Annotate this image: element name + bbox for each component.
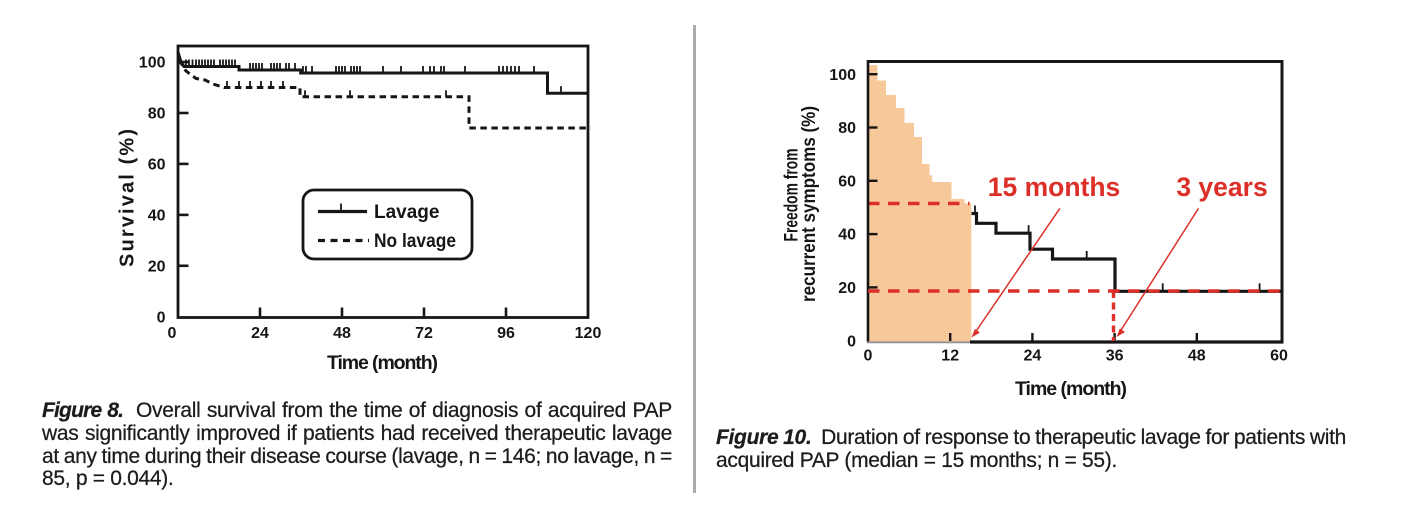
svg-text:120: 120 (575, 325, 602, 342)
svg-text:96: 96 (497, 325, 515, 342)
svg-text:48: 48 (333, 325, 351, 342)
svg-text:Lavage: Lavage (374, 202, 439, 223)
svg-text:15 months: 15 months (988, 172, 1121, 202)
svg-text:0: 0 (864, 348, 873, 365)
svg-text:recurrent symptoms (%): recurrent symptoms (%) (799, 106, 820, 302)
svg-text:40: 40 (838, 227, 856, 244)
svg-text:100: 100 (139, 55, 166, 72)
svg-text:No lavage: No lavage (374, 231, 456, 252)
svg-text:72: 72 (415, 325, 433, 342)
svg-text:60: 60 (838, 173, 856, 190)
svg-text:20: 20 (838, 280, 856, 297)
svg-text:40: 40 (148, 208, 166, 225)
svg-text:0: 0 (157, 309, 166, 326)
svg-text:24: 24 (1024, 348, 1042, 365)
svg-text:Time (month): Time (month) (327, 352, 438, 374)
svg-text:24: 24 (251, 325, 269, 342)
svg-text:0: 0 (168, 325, 177, 342)
svg-text:48: 48 (1188, 348, 1206, 365)
svg-text:80: 80 (148, 106, 166, 123)
svg-text:12: 12 (941, 348, 959, 365)
svg-text:36: 36 (1106, 348, 1124, 365)
svg-text:3 years: 3 years (1176, 172, 1267, 202)
svg-text:80: 80 (838, 120, 856, 137)
svg-text:Freedom from: Freedom from (782, 149, 803, 242)
svg-text:0: 0 (847, 333, 856, 350)
svg-text:60: 60 (148, 157, 166, 174)
svg-text:Survival (%): Survival (%) (117, 129, 139, 267)
svg-text:60: 60 (1270, 348, 1288, 365)
svg-text:20: 20 (148, 258, 166, 275)
svg-text:Time (month): Time (month) (1015, 378, 1127, 400)
svg-text:100: 100 (829, 67, 856, 84)
